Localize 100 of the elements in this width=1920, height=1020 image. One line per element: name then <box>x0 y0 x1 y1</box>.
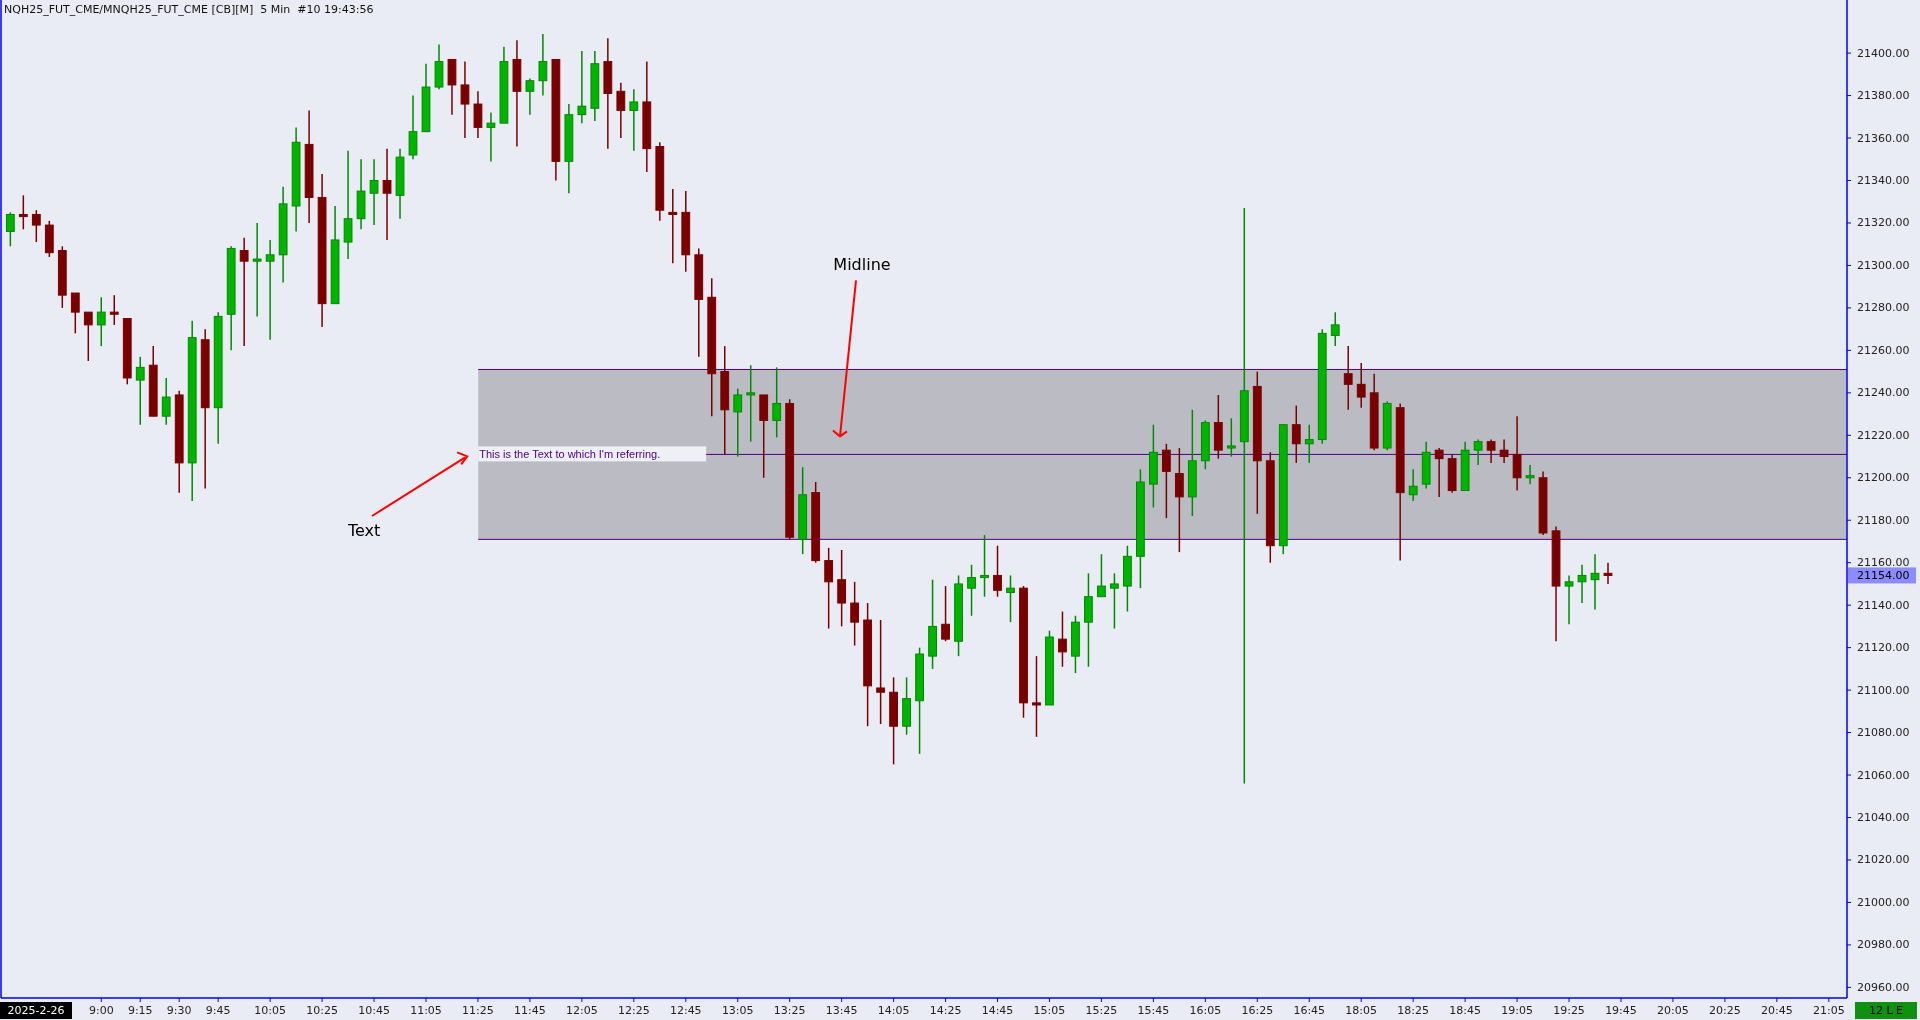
annotation: Text <box>347 521 381 540</box>
candlestick <box>1434 447 1444 498</box>
candlestick <box>1408 468 1418 502</box>
y-tick-label: 21080.00 <box>1857 726 1910 740</box>
candlestick <box>252 222 262 318</box>
candlestick <box>980 534 989 598</box>
candlestick <box>1486 438 1496 464</box>
candlestick <box>525 77 535 116</box>
y-tick-label: 21040.00 <box>1857 811 1910 825</box>
candlestick <box>5 211 15 248</box>
y-tick-label: 21000.00 <box>1857 895 1910 909</box>
candlestick <box>1564 574 1574 626</box>
candlestick <box>941 585 950 643</box>
y-tick-label: 21020.00 <box>1857 853 1910 867</box>
x-tick-label: 18:05 <box>1345 1004 1378 1017</box>
candlestick <box>1330 311 1340 347</box>
candlestick <box>1577 564 1587 604</box>
candlestick <box>1304 423 1314 464</box>
x-tick-label: 12:25 <box>617 1004 650 1017</box>
text: 21154.00 <box>1857 568 1910 582</box>
candlestick <box>1174 447 1184 553</box>
candlestick <box>1226 417 1236 458</box>
x-tick-label: 18:25 <box>1397 1004 1430 1017</box>
candlestick <box>70 292 80 335</box>
x-tick-label: 13:45 <box>825 1004 858 1017</box>
candlestick <box>1343 345 1353 411</box>
candlestick <box>1512 415 1522 492</box>
x-tick-label: 9:15 <box>127 1004 153 1017</box>
x-tick-label: 13:05 <box>721 1004 754 1017</box>
y-tick-label: 21380.00 <box>1857 89 1910 103</box>
x-tick-label: 12:45 <box>669 1004 702 1017</box>
x-tick-label: 15:05 <box>1033 1004 1066 1017</box>
y-tick-label: 20960.00 <box>1857 980 1910 994</box>
candlestick <box>967 564 976 617</box>
y-tick-label: 21280.00 <box>1857 301 1910 315</box>
text: 2025-2-26 <box>7 1004 65 1017</box>
x-tick-label: 20:25 <box>1709 1004 1741 1017</box>
x-tick-label: 11:05 <box>410 1004 442 1017</box>
x-tick-label: 9:00 <box>88 1004 114 1017</box>
x-tick-label: 9:45 <box>205 1004 231 1017</box>
x-tick-label: 21:05 <box>1812 1004 1845 1017</box>
x-tick-label: 15:25 <box>1085 1004 1118 1017</box>
y-tick-label: 21140.00 <box>1857 598 1910 612</box>
x-tick-label: 13:25 <box>773 1004 806 1017</box>
x-tick-label: 19:05 <box>1501 1004 1533 1017</box>
x-tick-label: 19:45 <box>1605 1004 1637 1017</box>
x-tick-label: 20:45 <box>1761 1004 1793 1017</box>
chart-title: NQH25_FUT_CME/MNQH25_FUT_CME [CB][M] 5 Min #10 19:43:56 <box>4 3 374 16</box>
candlestick <box>239 237 249 347</box>
candlestick <box>746 364 756 443</box>
x-tick-label: 16:05 <box>1189 1004 1222 1017</box>
candlestick <box>382 147 392 241</box>
candlestick <box>1291 404 1301 464</box>
candlestick <box>577 50 587 124</box>
x-tick-label: 14:45 <box>981 1004 1014 1017</box>
candlestick <box>1603 561 1613 585</box>
x-tick-label: 10:25 <box>306 1004 338 1017</box>
candlestick <box>460 60 470 139</box>
x-tick-label: 11:25 <box>462 1004 494 1017</box>
candlestick <box>538 33 548 97</box>
x-tick-label: 14:05 <box>877 1004 910 1017</box>
candlestick <box>733 387 743 458</box>
x-tick-label: 9:30 <box>166 1004 192 1017</box>
y-tick-label: 21320.00 <box>1857 216 1910 230</box>
candlestick <box>772 366 782 439</box>
x-tick-label: 14:25 <box>929 1004 962 1017</box>
candlestick <box>96 296 106 347</box>
ref-line-label: This is the Text to which I'm referring. <box>479 448 661 461</box>
annotation: Midline <box>833 255 891 275</box>
candlestick <box>265 239 275 341</box>
x-tick-label: 18:45 <box>1449 1004 1481 1017</box>
y-tick-label: 21120.00 <box>1857 641 1910 655</box>
candlestick <box>343 150 353 260</box>
candlestick <box>83 311 93 362</box>
candlestick <box>876 619 886 725</box>
x-tick-label: 16:25 <box>1241 1004 1274 1017</box>
candlestick <box>161 377 171 426</box>
candlestick <box>616 82 626 139</box>
candlestick <box>1006 574 1015 623</box>
x-tick-label: 10:45 <box>358 1004 390 1017</box>
candlestick <box>1058 610 1067 668</box>
candlestick <box>824 547 834 630</box>
candlestick <box>1239 207 1249 785</box>
candlestick <box>1032 655 1041 738</box>
y-tick-label: 21400.00 <box>1857 46 1910 60</box>
candlestick <box>629 88 639 152</box>
candlestick <box>1356 362 1366 409</box>
candlestick <box>1525 464 1535 485</box>
candlestick <box>369 158 379 226</box>
x-tick-label: 12:05 <box>566 1004 598 1017</box>
y-tick-label: 21360.00 <box>1857 131 1910 145</box>
candlestick <box>1590 553 1600 611</box>
candlestick <box>993 544 1002 598</box>
candlestick <box>1110 572 1119 630</box>
candlestick <box>1473 438 1483 466</box>
y-tick-label: 21180.00 <box>1857 513 1910 527</box>
candlestick <box>1161 443 1171 519</box>
candlestick <box>109 294 119 326</box>
candlestick <box>473 90 483 139</box>
x-tick-label: 11:45 <box>514 1004 546 1017</box>
